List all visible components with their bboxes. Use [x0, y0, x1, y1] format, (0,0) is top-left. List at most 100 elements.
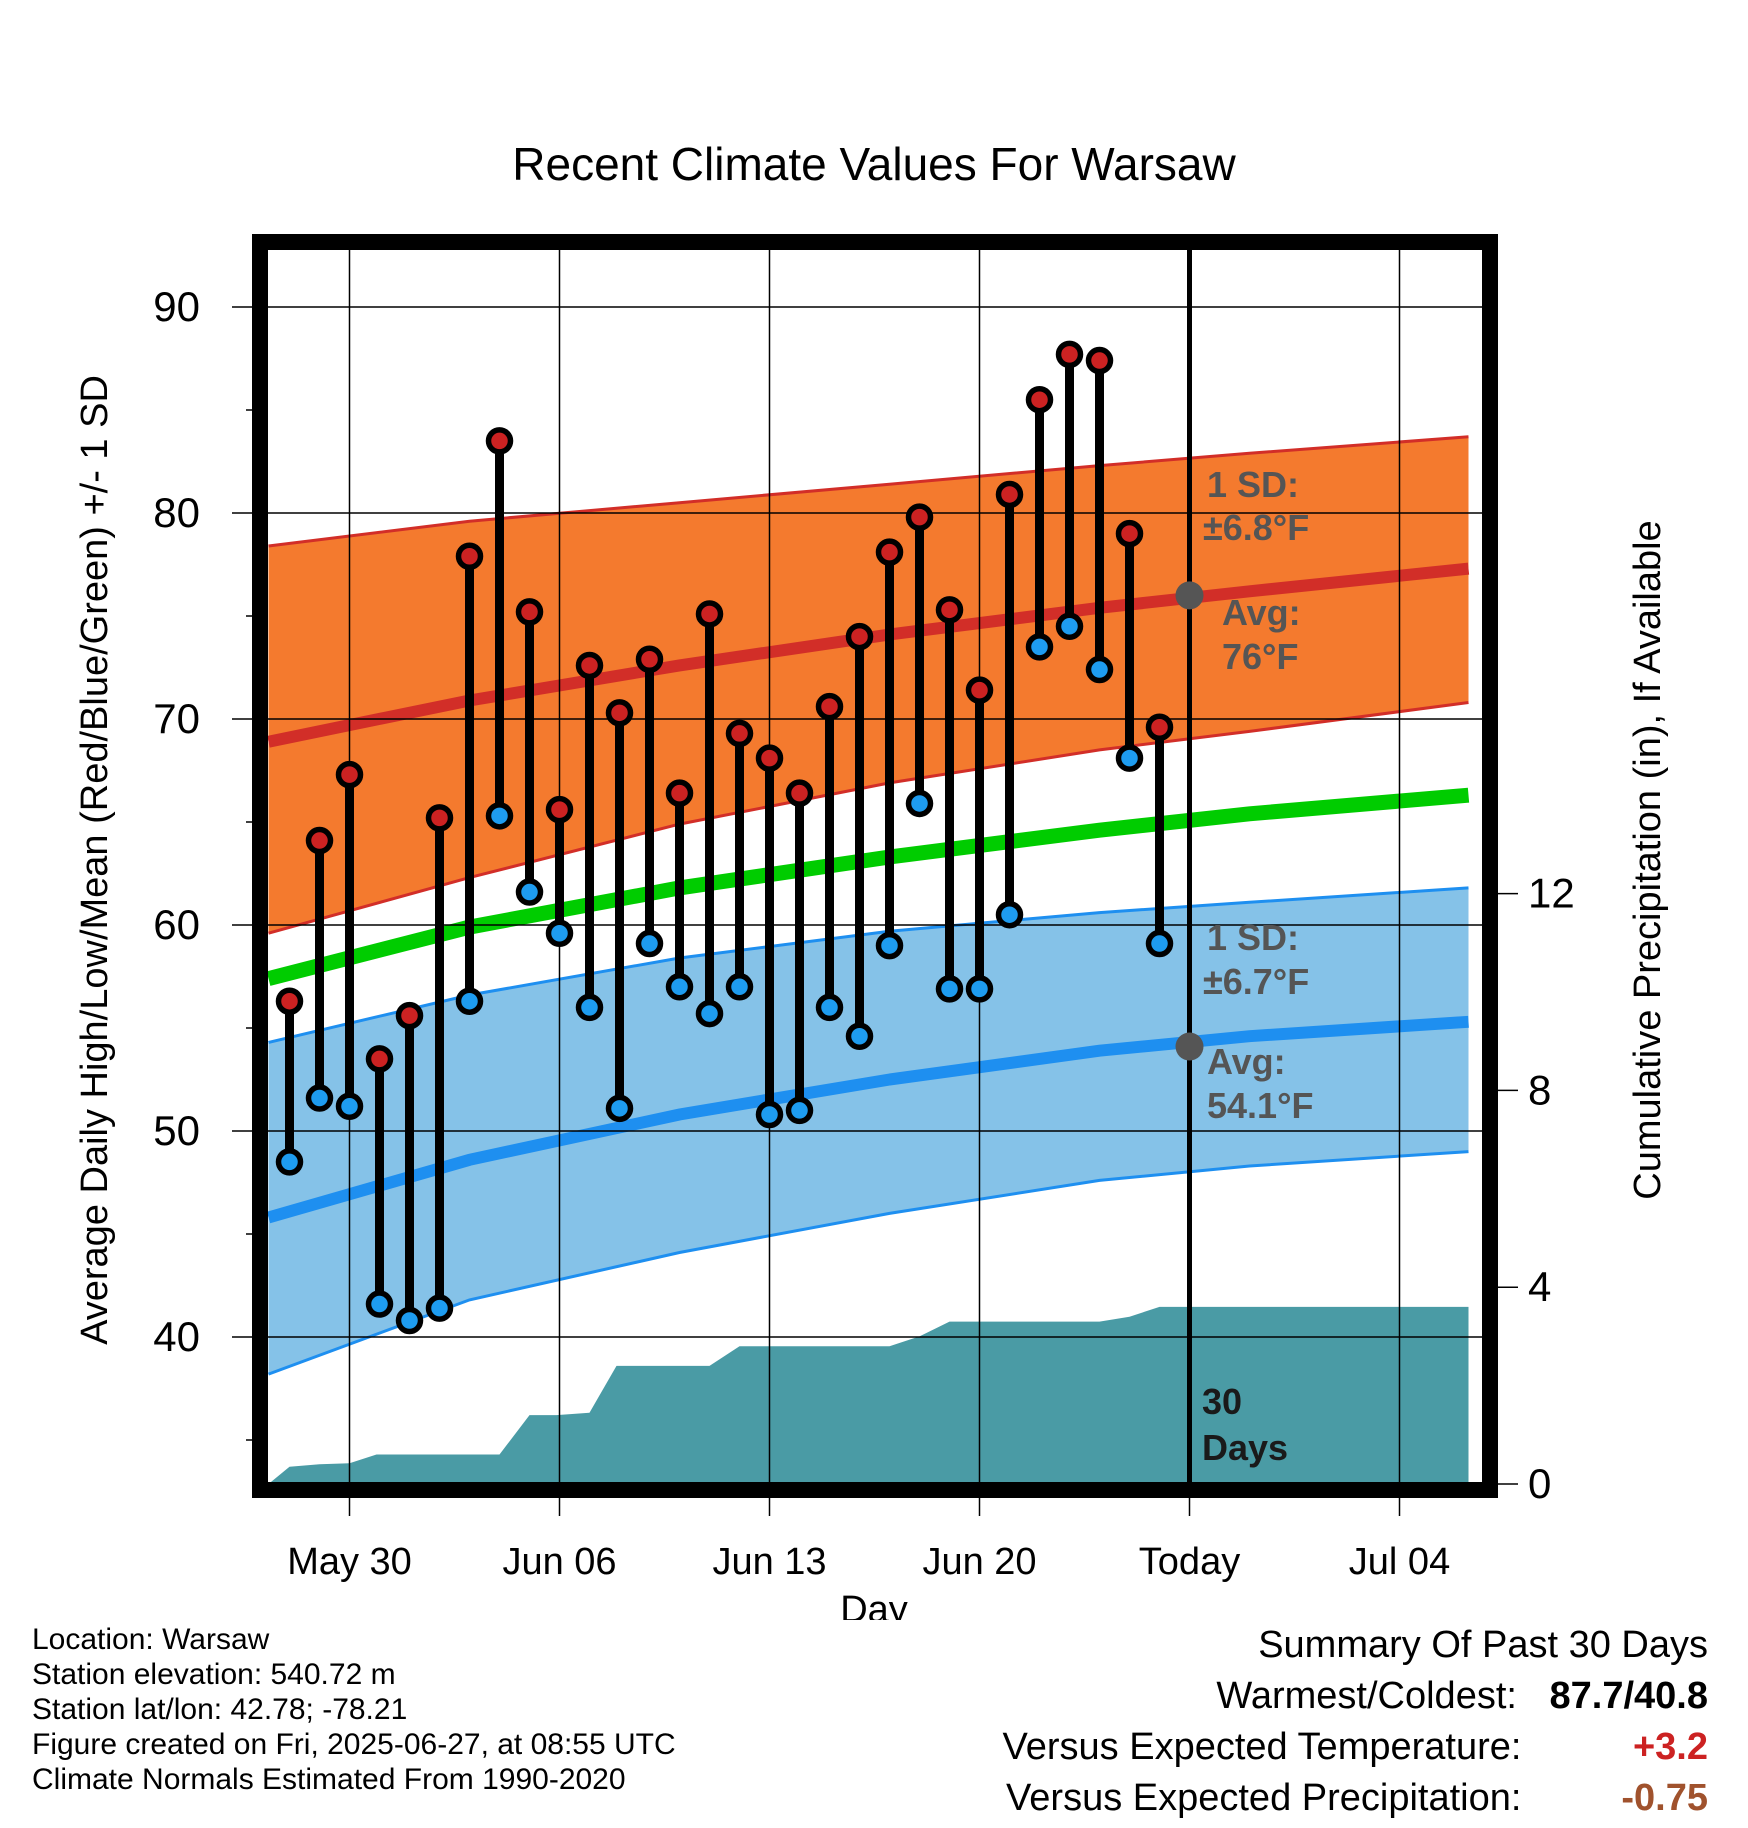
daily-high-point [275, 987, 304, 1015]
daily-high-point [815, 692, 844, 721]
daily-high-point [1085, 346, 1114, 375]
daily-low-point [695, 999, 724, 1028]
today-low-avg-marker [1175, 1032, 1204, 1061]
plot-frame [252, 234, 1498, 1498]
daily-low-point [1055, 612, 1084, 641]
daily-low-point [965, 975, 994, 1003]
high-band-upper-edge [268, 435, 1469, 548]
high-avg-label: Avg: [1222, 592, 1301, 633]
precip-value: -0.75 [1621, 1777, 1708, 1819]
daily-low-point [545, 919, 574, 947]
daily-high-point [1055, 340, 1084, 369]
daily-high-point [365, 1045, 394, 1073]
daily-low-point [365, 1290, 394, 1318]
latlon-text: Station lat/lon: 42.78; -78.21 [32, 1693, 408, 1726]
daily-high-point [995, 480, 1024, 509]
daily-high-point [845, 622, 874, 651]
daily-low-point [845, 1022, 874, 1050]
x-tick-label: Jul 04 [1349, 1541, 1450, 1583]
low-sd-value: ±6.7°F [1203, 961, 1309, 1002]
y-tick-label: 70 [153, 695, 200, 742]
daily-high-point [335, 760, 364, 789]
daily-high-point [455, 542, 484, 571]
daily-high-point [605, 699, 634, 727]
daily-high-point [935, 596, 964, 624]
summary-header: Summary Of Past 30 Days [1258, 1624, 1708, 1666]
daily-high-point [965, 676, 994, 704]
y-tick-label: 40 [153, 1313, 200, 1360]
low-sd-label: 1 SD: [1207, 917, 1299, 958]
daily-high-point [695, 600, 724, 628]
precip-label: Versus Expected Precipitation: [1006, 1777, 1522, 1819]
low-avg-label: Avg: [1207, 1041, 1286, 1082]
x-axis-label: Day [840, 1589, 908, 1620]
daily-high-point [575, 651, 604, 680]
daily-low-point [875, 931, 904, 960]
daily-low-point [455, 987, 484, 1015]
high-sd-label: 1 SD: [1207, 464, 1299, 505]
daily-low-point [485, 802, 514, 830]
daily-low-point [935, 975, 964, 1003]
daily-low-point [1179, 0, 1201, 11]
x-tick-label: Today [1139, 1541, 1240, 1583]
daily-low-point [1145, 929, 1174, 958]
warmest-row: Warmest/Coldest: 87.7/40.8 [1003, 1671, 1708, 1722]
daily-high-point [755, 744, 784, 772]
daily-high-point [905, 503, 934, 531]
y-tick-label: 90 [153, 283, 200, 330]
y2-tick-label: 0 [1528, 1460, 1551, 1507]
daily-high-point [665, 779, 694, 807]
station-info: Location: Warsaw Station elevation: 540.… [32, 1622, 676, 1797]
x-tick-label: Jun 20 [922, 1541, 1036, 1583]
temp-row: Versus Expected Temperature: +3.2 [1003, 1722, 1708, 1773]
high-sd-value: ±6.8°F [1203, 507, 1309, 548]
daily-high-point [635, 645, 664, 674]
x-tick-label: Jun 06 [502, 1541, 616, 1583]
climate-chart: Recent Climate Values For Warsaw 1 SD:±6… [74, 0, 1669, 1620]
daily-high-point [395, 1001, 424, 1030]
daily-low-point [995, 900, 1024, 929]
daily-high-point [875, 538, 904, 566]
daily-high-point [425, 804, 454, 832]
summary-panel: Summary Of Past 30 Days Warmest/Coldest:… [1003, 1620, 1708, 1824]
daily-low-point [1025, 633, 1054, 661]
daily-low-point [515, 878, 544, 906]
daily-low-point [905, 789, 934, 818]
elevation-text: Station elevation: 540.72 m [32, 1658, 396, 1691]
daily-high-point [1179, 0, 1201, 11]
daily-low-point [305, 1084, 334, 1112]
warmest-value: 87.7/40.8 [1549, 1675, 1708, 1717]
daily-high-point [545, 795, 574, 824]
daily-low-point [335, 1092, 364, 1121]
temp-label: Versus Expected Temperature: [1002, 1726, 1522, 1768]
low-avg-value: 54.1°F [1207, 1085, 1313, 1126]
daily-high-point [725, 719, 754, 748]
precip-row: Versus Expected Precipitation: -0.75 [1003, 1773, 1708, 1824]
location-text: Location: Warsaw [32, 1623, 270, 1656]
daily-low-point [1115, 744, 1144, 772]
normals-text: Climate Normals Estimated From 1990-2020 [32, 1763, 626, 1796]
daily-low-point [425, 1294, 454, 1322]
daily-high-point [1115, 519, 1144, 548]
low-band-lower-edge [267, 1150, 1469, 1376]
temp-value: +3.2 [1632, 1726, 1708, 1768]
daily-high-point [305, 826, 334, 855]
today-days-label: 30 [1202, 1381, 1242, 1422]
daily-low-point [395, 1306, 424, 1335]
daily-low-point [755, 1100, 784, 1129]
daily-high-point [515, 598, 544, 626]
today-high-avg-marker [1175, 581, 1204, 610]
high-avg-value: 76°F [1222, 636, 1298, 677]
daily-high-point [485, 427, 514, 455]
x-tick-label: May 30 [287, 1541, 412, 1583]
y-tick-label: 80 [153, 489, 200, 536]
daily-low-point [1085, 655, 1114, 684]
today-days-label: Days [1202, 1427, 1288, 1468]
daily-low-point [725, 973, 754, 1001]
y-tick-label: 60 [153, 901, 200, 948]
daily-low-point [785, 1096, 814, 1125]
y2-tick-label: 4 [1528, 1263, 1551, 1310]
avg-low-line [266, 1015, 1469, 1224]
